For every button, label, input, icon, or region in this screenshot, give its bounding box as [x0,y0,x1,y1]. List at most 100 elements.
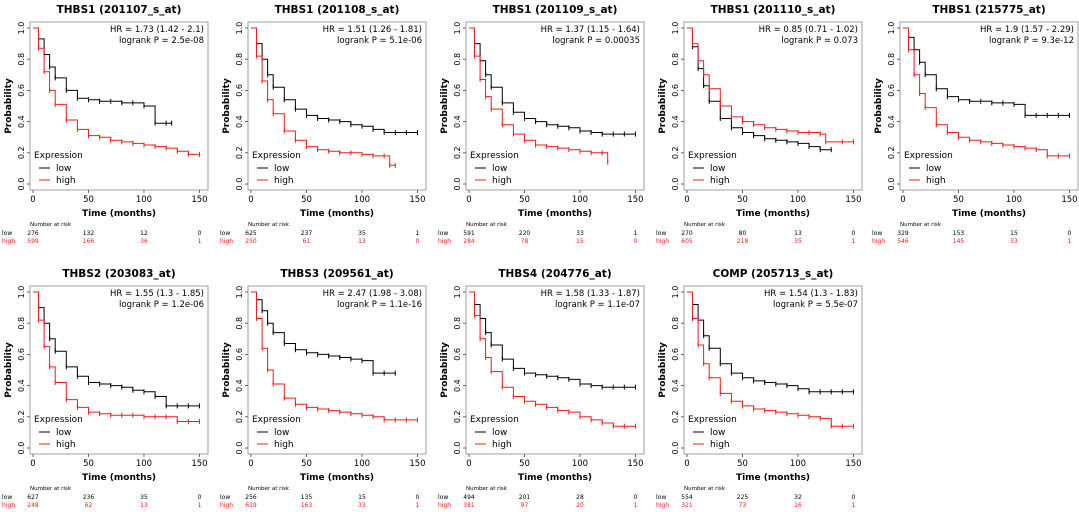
hazard-ratio-label: HR = 0.85 (0.71 - 1.02) [759,25,858,35]
y-tick-label: 0.8 [671,317,680,330]
x-tick-label: 150 [191,459,207,469]
y-axis-label: Probability [222,342,232,398]
risk-table-title: Number at risk [248,222,290,228]
legend-label-high: high [926,176,946,186]
risk-count-high: 145 [953,238,965,245]
risk-count-high: 33 [1010,238,1018,245]
x-tick-label: 0 [248,195,253,205]
plot-frame [465,285,645,455]
y-tick-label: 0.0 [17,442,26,455]
risk-count-low: 236 [83,494,95,501]
risk-count-high: 1 [198,238,202,245]
km-curve-high [33,27,200,155]
y-tick-label: 0.2 [17,410,26,423]
risk-row-label-low: low [2,230,12,237]
y-tick-label: 1.0 [887,22,896,35]
x-axis-label: Time (months) [82,209,156,219]
plot-frame [29,21,209,191]
km-curve-low [687,291,854,393]
x-tick-label: 50 [519,459,530,469]
y-tick-label: 0.0 [235,442,244,455]
y-tick-label: 0.8 [887,53,896,66]
x-tick-label: 50 [519,195,530,205]
risk-count-high: 1 [1068,238,1072,245]
y-tick-label: 0.4 [671,115,680,128]
y-tick-label: 1.0 [235,286,244,299]
y-tick-label: 0.0 [671,178,680,191]
hazard-ratio-label: HR = 1.54 (1.3 - 1.83) [764,289,858,299]
risk-count-high: 1 [852,502,856,509]
risk-count-low: 15 [1010,230,1018,237]
risk-row-label-high: high [2,502,15,509]
y-tick-label: 0.4 [17,115,26,128]
y-tick-label: 0.0 [887,178,896,191]
x-axis-label: Time (months) [736,209,810,219]
x-tick-label: 0 [248,459,253,469]
y-tick-label: 0.0 [235,178,244,191]
risk-count-high: 381 [463,502,475,509]
risk-row-label-high: high [2,238,15,245]
plot-frame [247,285,427,455]
risk-count-high: 605 [681,238,693,245]
x-tick-label: 0 [900,195,905,205]
x-tick-label: 150 [627,459,643,469]
risk-row-label-low: low [2,494,12,501]
x-tick-label: 150 [845,195,861,205]
panel-title: THBS1 (215775_at) [932,4,1045,16]
y-tick-label: 0.8 [17,317,26,330]
panel-title: THBS4 (204776_at) [498,268,611,280]
km-curve-high [687,291,854,427]
risk-table-title: Number at risk [248,486,290,492]
risk-row-label-high: high [438,238,451,245]
risk-count-low: 1 [416,230,420,237]
x-tick-label: 50 [953,195,964,205]
y-tick-label: 0.6 [453,348,462,361]
risk-count-high: 599 [27,238,39,245]
km-panel: THBS1 (215775_at) 0.0 0.2 0.4 0.6 0.8 1.0 Proba… [872,4,1079,245]
risk-row-label-high: high [220,238,233,245]
risk-count-low: 276 [27,230,39,237]
risk-count-low: 220 [519,230,531,237]
y-tick-label: 0.4 [235,379,244,392]
risk-count-high: 321 [681,502,693,509]
legend-title: Expression [904,151,953,161]
x-tick-label: 50 [83,195,94,205]
risk-count-low: 15 [358,494,366,501]
km-panel: THBS1 (201107_s_at) 0.0 0.2 0.4 0.6 0.8 1.0 Pro… [2,4,209,245]
legend-label-low: low [274,164,289,174]
legend-title: Expression [34,415,83,425]
y-tick-label: 0.6 [671,84,680,97]
km-panel: THBS1 (201109_s_at) 0.0 0.2 0.4 0.6 0.8 1.0 Pro… [438,4,645,245]
x-tick-label: 150 [627,195,643,205]
legend-label-low: low [56,428,71,438]
x-tick-label: 100 [572,459,588,469]
panel-title: THBS3 (209561_at) [280,268,393,280]
y-tick-label: 0.2 [235,410,244,423]
risk-count-high: 0 [634,238,638,245]
hazard-ratio-label: HR = 1.51 (1.26 - 1.81) [323,25,422,35]
legend-label-low: low [926,164,941,174]
risk-table-title: Number at risk [466,486,508,492]
risk-row-label-high: high [872,238,885,245]
risk-count-low: 35 [358,230,366,237]
legend-label-low: low [710,428,725,438]
risk-row-label-low: low [872,230,882,237]
x-tick-label: 0 [466,459,471,469]
risk-count-high: 166 [83,238,95,245]
km-curve-high [251,27,396,166]
legend-label-low: low [710,164,725,174]
logrank-p-label: logrank P = 2.5e-08 [119,36,204,46]
risk-row-label-low: low [220,494,230,501]
legend-title: Expression [252,415,301,425]
risk-count-low: 13 [794,230,802,237]
logrank-p-label: logrank P = 1.1e-07 [555,300,640,310]
risk-count-high: 1 [634,502,638,509]
km-panel: THBS3 (209561_at) 0.0 0.2 0.4 0.6 0.8 1.0 Proba… [220,268,427,509]
plot-frame [247,21,427,191]
legend-label-low: low [56,164,71,174]
risk-row-label-low: low [656,494,666,501]
legend-title: Expression [252,151,301,161]
x-tick-label: 100 [354,195,370,205]
risk-count-high: 61 [303,238,311,245]
x-tick-label: 100 [136,195,152,205]
